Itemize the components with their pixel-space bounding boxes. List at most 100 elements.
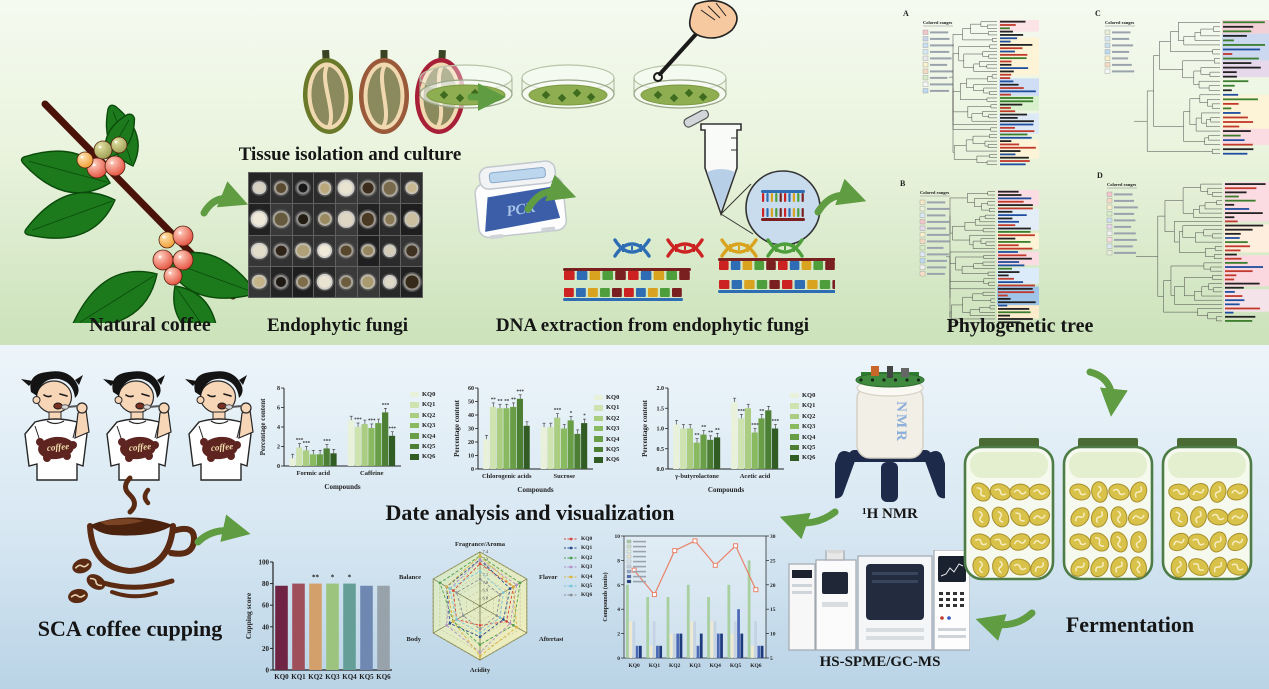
nmr-label: ¹H NMR: [862, 506, 918, 522]
legend-item: KQ2: [594, 415, 619, 422]
combo-bar: [747, 560, 751, 658]
svg-text:**: **: [511, 398, 517, 403]
svg-text:KQ4: KQ4: [710, 663, 722, 669]
svg-text:***: ***: [738, 409, 746, 414]
svg-text:KQ0: KQ0: [628, 663, 640, 669]
svg-text:20: 20: [262, 645, 270, 653]
svg-text:Compounds: Compounds: [324, 483, 360, 491]
legend-item: KQ0: [790, 392, 815, 399]
svg-text:0: 0: [277, 464, 280, 470]
svg-text:**: **: [498, 399, 504, 404]
svg-text:7.4: 7.4: [483, 549, 489, 554]
svg-text:KQ4: KQ4: [342, 673, 357, 681]
svg-text:***: ***: [772, 420, 780, 425]
combo-bar: [754, 621, 757, 658]
svg-text:Aftertaste: Aftertaste: [539, 636, 563, 643]
fungi-photo-cell: [401, 173, 422, 204]
svg-text:2: 2: [277, 445, 280, 451]
cupping-bar: [309, 583, 322, 670]
svg-text:KQ6: KQ6: [750, 663, 762, 669]
fermentation-jar: [1161, 438, 1253, 581]
legend-item: KQ1: [790, 402, 815, 409]
svg-text:7.0: 7.0: [483, 580, 489, 585]
coffee-taster: [185, 371, 254, 481]
svg-text:**: **: [708, 431, 714, 436]
svg-text:0.5: 0.5: [657, 447, 665, 453]
coffee-bean-icon: [72, 558, 92, 574]
cupping-bar: [343, 583, 356, 670]
coffee-plant-illustration: [20, 100, 256, 323]
petri-dish: [633, 64, 727, 109]
petri-dish: [521, 64, 615, 109]
combo-bar: [686, 584, 690, 658]
endophytic-fungi-photo-grid: [248, 172, 423, 298]
centrifuge-tube: [683, 110, 742, 217]
bar: [567, 420, 574, 469]
bar: [323, 448, 330, 466]
dna-extraction-label: DNA extraction from endophytic fungi: [495, 315, 810, 336]
svg-text:Compounds: Compounds: [517, 486, 553, 494]
legend-item: KQ5: [790, 444, 815, 451]
svg-text:γ-butyrolactone: γ-butyrolactone: [674, 473, 719, 480]
bar: [771, 428, 779, 469]
svg-text:0: 0: [471, 467, 474, 473]
svg-text:**: **: [312, 574, 320, 582]
combo-bar: [720, 633, 723, 658]
svg-text:***: ***: [751, 424, 759, 429]
fermentation-label: Fermentation: [1065, 612, 1195, 637]
bar: [758, 418, 765, 469]
svg-text:25: 25: [770, 558, 776, 564]
bar: [693, 442, 700, 469]
svg-text:*: *: [331, 574, 335, 582]
svg-text:Sucrose: Sucrose: [553, 473, 575, 480]
bar: [700, 434, 707, 469]
fungi-photo-cell: [292, 266, 314, 297]
fungi-photo-cell: [249, 173, 270, 204]
svg-text:6: 6: [277, 406, 280, 412]
combo-bar: [626, 584, 629, 658]
coffee-bean-icon: [86, 574, 106, 590]
gcms-label: HS-SPME/GC-MS: [819, 654, 941, 670]
butyrolactone-acetic-chart: 0.00.51.01.52.0****** **γ-butyrolactone**…: [641, 386, 784, 494]
bar: [316, 454, 323, 466]
fungi-photo-cell: [379, 173, 401, 204]
combo-bar: [669, 633, 673, 658]
svg-text:Percentage content: Percentage content: [259, 398, 267, 455]
combo-bar: [666, 597, 670, 658]
svg-text:15: 15: [770, 607, 776, 613]
svg-text:10: 10: [468, 454, 474, 460]
cupping-bar: [292, 583, 305, 670]
svg-text:50: 50: [468, 400, 474, 406]
combo-bar: [750, 645, 754, 658]
bar: [523, 425, 530, 469]
fungi-photo-cell: [357, 204, 379, 235]
svg-text:Percentage content: Percentage content: [453, 399, 461, 456]
legend-item: KQ6: [790, 454, 815, 461]
combo-bar: [737, 609, 740, 658]
svg-text:20: 20: [770, 583, 776, 589]
combo-bar: [659, 645, 663, 658]
coffee-bean: [302, 50, 354, 134]
fungi-photo-cell: [336, 173, 357, 204]
bar: [483, 439, 490, 469]
combo-bar: [649, 645, 653, 658]
fungi-photo-cell: [336, 204, 357, 235]
bar: [744, 408, 752, 469]
legend-item: KQ3: [410, 422, 435, 429]
phylo-panel-C: C Colored ranges: [1095, 9, 1269, 155]
svg-text:B: B: [900, 179, 906, 188]
radar-legend-item: KQ4: [564, 574, 592, 580]
coffee-cup-illustration: [68, 475, 198, 604]
svg-text:20: 20: [468, 440, 474, 446]
combo-bar: [716, 633, 720, 658]
combo-bar: [696, 645, 700, 658]
svg-text:10: 10: [615, 534, 621, 540]
combo-bar: [646, 597, 650, 658]
svg-text:40: 40: [468, 413, 474, 419]
legend-item: KQ0: [594, 394, 619, 401]
combo-bar: [713, 621, 717, 658]
svg-text:**: **: [504, 399, 510, 404]
sca-cupping-label: SCA coffee cupping: [37, 616, 223, 641]
svg-text:Colored ranges: Colored ranges: [1105, 20, 1135, 25]
dna-extraction-illustration: [563, 110, 835, 301]
